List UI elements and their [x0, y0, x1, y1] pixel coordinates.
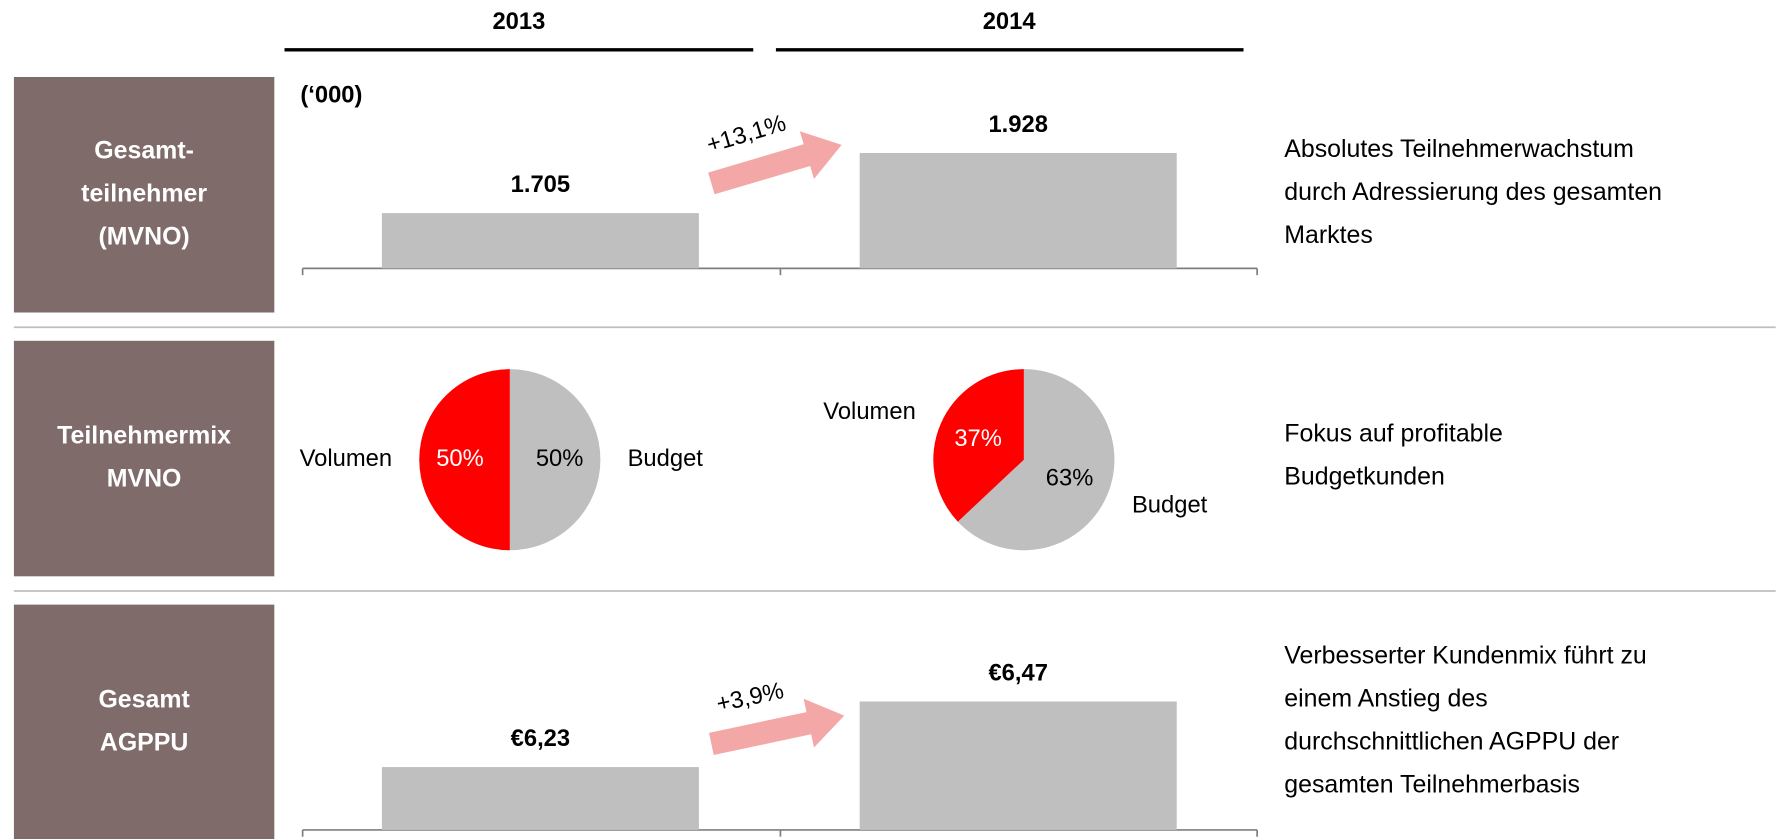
slice-value-label: 37% [954, 425, 1002, 452]
bar [381, 213, 699, 269]
pie-slice [509, 369, 601, 551]
comment: durchschnittlichen AGPPU der [1284, 727, 1619, 755]
value-label: 1.928 [988, 111, 1047, 138]
comment: Budgetkunden [1284, 462, 1445, 490]
pie-slice [419, 369, 510, 551]
row-label: MVNO [107, 465, 182, 493]
row-label: Teilnehmermix [57, 422, 231, 450]
comment: Marktes [1284, 221, 1373, 249]
row-box [13, 340, 275, 577]
slice-category-label: Budget [628, 445, 704, 472]
slice-value-label: 50% [536, 445, 584, 472]
pie-slice [957, 369, 1115, 551]
comment: Verbesserter Kundenmix führt zu [1284, 641, 1646, 669]
row-box [13, 604, 275, 839]
comment: durch Adressierung des gesamten [1284, 178, 1662, 206]
value-label: €6,23 [511, 725, 570, 752]
value-label: 1.705 [511, 171, 570, 198]
slice-category-label: Volumen [300, 445, 393, 472]
bar [381, 767, 699, 830]
comment: einem Anstieg des [1284, 684, 1487, 712]
growth-arrow: +3,9% [709, 677, 845, 755]
row-label: AGPPU [100, 728, 189, 756]
row-label: Gesamt- [94, 136, 194, 164]
slice-category-label: Volumen [823, 398, 916, 425]
growth-label: +13,1% [704, 110, 790, 159]
growth-arrow: +13,1% [704, 110, 842, 195]
comment: Absolutes Teilnehmerwachstum [1284, 135, 1634, 163]
unit-label: (‘000) [300, 82, 362, 109]
growth-label: +3,9% [714, 677, 786, 718]
slice-value-label: 63% [1046, 465, 1094, 492]
column-header: 2013 [492, 8, 545, 35]
slice-category-label: Budget [1132, 492, 1208, 519]
row-box [13, 76, 275, 313]
bar [859, 701, 1177, 830]
row-label: (MVNO) [98, 222, 189, 250]
arrow-shape [708, 131, 842, 195]
comment: gesamten Teilnehmerbasis [1284, 770, 1580, 798]
row-label: Gesamt [98, 685, 189, 713]
comment: Fokus auf profitable [1284, 419, 1503, 447]
bar [859, 153, 1177, 269]
value-label: €6,47 [988, 660, 1047, 687]
slice-value-label: 50% [436, 445, 484, 472]
column-header: 2014 [983, 8, 1037, 35]
pie-slice [933, 369, 1024, 522]
row-label: teilnehmer [81, 179, 207, 207]
arrow-shape [709, 698, 845, 755]
